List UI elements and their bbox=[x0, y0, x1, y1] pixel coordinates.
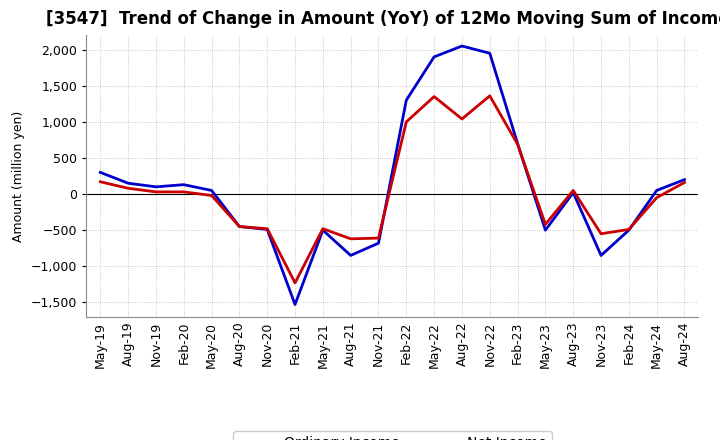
Net Income bbox=[430, 94, 438, 99]
Net Income bbox=[152, 189, 161, 194]
Ordinary Income bbox=[402, 98, 410, 103]
Net Income bbox=[318, 226, 327, 231]
Ordinary Income bbox=[541, 227, 550, 233]
Net Income bbox=[207, 193, 216, 198]
Net Income bbox=[96, 179, 104, 184]
Net Income bbox=[179, 189, 188, 194]
Ordinary Income bbox=[597, 253, 606, 258]
Ordinary Income bbox=[179, 182, 188, 187]
Net Income bbox=[597, 231, 606, 236]
Line: Ordinary Income: Ordinary Income bbox=[100, 46, 685, 304]
Ordinary Income bbox=[624, 227, 633, 233]
Ordinary Income bbox=[513, 141, 522, 146]
Net Income bbox=[346, 236, 355, 242]
Net Income bbox=[402, 119, 410, 125]
Title: [3547]  Trend of Change in Amount (YoY) of 12Mo Moving Sum of Incomes: [3547] Trend of Change in Amount (YoY) o… bbox=[45, 10, 720, 28]
Net Income bbox=[569, 188, 577, 193]
Net Income bbox=[124, 186, 132, 191]
Net Income bbox=[374, 235, 383, 241]
Ordinary Income bbox=[318, 227, 327, 233]
Net Income bbox=[652, 195, 661, 200]
Ordinary Income bbox=[96, 170, 104, 175]
Ordinary Income bbox=[346, 253, 355, 258]
Ordinary Income bbox=[680, 177, 689, 182]
Net Income bbox=[513, 142, 522, 147]
Ordinary Income bbox=[152, 184, 161, 190]
Ordinary Income bbox=[569, 190, 577, 195]
Ordinary Income bbox=[124, 180, 132, 186]
Ordinary Income bbox=[485, 51, 494, 56]
Net Income bbox=[291, 280, 300, 286]
Ordinary Income bbox=[458, 44, 467, 49]
Ordinary Income bbox=[207, 188, 216, 193]
Ordinary Income bbox=[430, 54, 438, 59]
Legend: Ordinary Income, Net Income: Ordinary Income, Net Income bbox=[233, 431, 552, 440]
Net Income bbox=[680, 180, 689, 185]
Net Income bbox=[263, 226, 271, 231]
Ordinary Income bbox=[374, 241, 383, 246]
Ordinary Income bbox=[291, 302, 300, 307]
Ordinary Income bbox=[263, 227, 271, 232]
Y-axis label: Amount (million yen): Amount (million yen) bbox=[12, 110, 25, 242]
Ordinary Income bbox=[652, 188, 661, 193]
Net Income bbox=[541, 222, 550, 227]
Net Income bbox=[485, 93, 494, 99]
Ordinary Income bbox=[235, 224, 243, 229]
Net Income bbox=[235, 224, 243, 229]
Net Income bbox=[624, 227, 633, 232]
Net Income bbox=[458, 116, 467, 121]
Line: Net Income: Net Income bbox=[100, 96, 685, 283]
